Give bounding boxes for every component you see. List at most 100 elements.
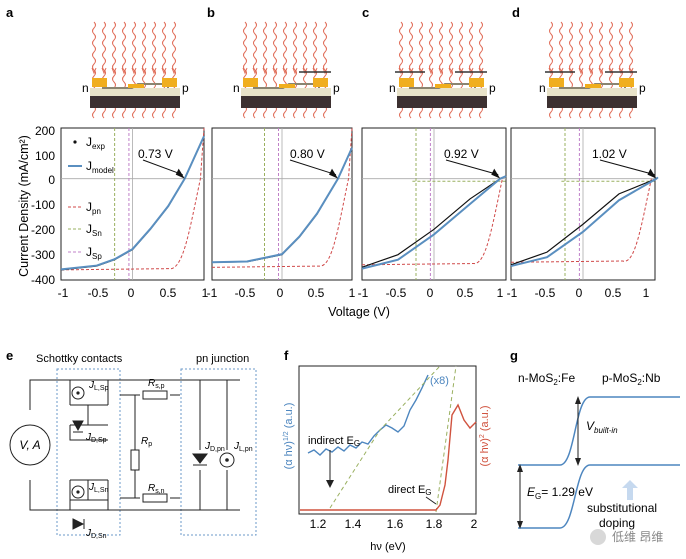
legend-marker-exp [73,140,77,144]
circuit-label: Rs,p [148,378,165,390]
contact-pad [243,78,258,87]
contact-pad [549,78,564,87]
valence-band [518,396,680,466]
xtick: 0 [277,286,284,300]
x8-label: (x8) [430,375,449,387]
schottky-label: Schottky contacts [36,353,123,365]
ytick: -300 [31,248,55,262]
voc-annotation-d: 1.02 V [592,147,627,161]
circuit-label: JD,pn [204,441,225,453]
jmodel-curve [211,147,353,264]
voc-arrow [289,159,337,176]
voc-arrow [142,159,183,176]
doping-arrow-icon [622,480,638,500]
abs-xtick: 1.6 [387,517,404,531]
ytick: -400 [31,273,55,287]
circuit-label: Rs,n [148,483,165,495]
n-label: n [539,81,546,95]
substrate [241,96,331,108]
source-circle [9,424,51,466]
jv-panel-c [361,127,507,281]
voc-annotation-a: 0.73 V [138,147,173,161]
contact-pad [619,78,634,87]
watermark: 低维 昂维 [612,530,663,544]
xtick: -0.5 [535,286,556,300]
jv-legend: Jexp Jmodel Jpn JSn JSp [68,135,114,261]
substrate [547,96,637,108]
abs-xtick: 1.4 [345,517,362,531]
ytick: 100 [35,149,55,163]
panel-label-c: c [362,5,369,20]
jv-panels [60,127,659,281]
oxide-layer [397,88,487,96]
jpn-curve [211,127,353,268]
voc-arrow [599,159,655,176]
panel-label-e: e [6,348,13,363]
absorption-plot: (x8) indirect EG direct EG 1.2 1.4 1.6 1… [283,365,491,553]
p-type-label: p-MoS2:Nb [602,371,661,387]
indirect-fit-line [329,365,441,509]
circuit-label: JL,pn [233,441,253,453]
p-label: p [333,81,340,95]
contact-pad [313,78,328,87]
direct-eg-label: direct EG [388,484,432,497]
xtick: 0.5 [457,286,474,300]
abs-xtick: 1.8 [426,517,443,531]
contact-pad [469,78,484,87]
diode-icon [72,518,85,530]
contact-pad [399,78,414,87]
jmodel-curve [361,175,507,270]
absorption-indirect-curve [307,374,429,456]
source-label: V, A [19,438,40,452]
xtick: 1 [497,286,504,300]
xtick: 1 [202,286,209,300]
xtick: 0 [576,286,583,300]
abs-xtick: 1.2 [310,517,327,531]
band-diagram: n-MoS2:Fe p-MoS2:Nb Vbuilt-in EG= 1.29 e… [517,371,680,545]
panel-label-g: g [510,348,518,363]
panel-label-f: f [284,348,289,363]
ytick: 200 [35,124,55,138]
resistor-icon [130,449,140,471]
doping-label-2: doping [599,516,635,530]
legend-label-sp: JSp [86,245,102,261]
xtick: 0.5 [308,286,325,300]
conduction-band [518,464,680,529]
substrate [90,96,180,108]
abs-xtick: 2 [471,517,478,531]
jv-x-ticks: -1 -0.5 0 0.5 1 -1 -0.5 0 0.5 1 -1 -0.5 … [58,286,650,300]
absorption-direct-curve [300,403,477,511]
xtick: 1 [643,286,650,300]
ytick: -100 [31,198,55,212]
resistor-icon [142,493,168,503]
jpn-curve [60,127,205,271]
voc-annotation-c: 0.92 V [444,147,479,161]
indirect-eg-label: indirect EG [308,435,360,448]
n-label: n [82,81,89,95]
vbi-label: Vbuilt-in [586,419,618,435]
diode-icon [72,420,84,433]
p-label: p [639,81,646,95]
legend-label-pn: Jpn [86,200,101,216]
circuit-diagram: Schottky contacts pn junction V, A JL,Sp… [9,353,257,540]
jv-y-axis-label: Current Density (mA/cm²) [17,135,31,277]
voc-annotation-b: 0.80 V [290,147,325,161]
xtick: 1 [349,286,356,300]
absorption-frame [298,365,477,515]
contact-pad [92,78,107,87]
circuit-label: JD,Sp [85,432,107,444]
xtick: -0.5 [386,286,407,300]
circuit-label: JD,Sn [85,528,107,540]
p-label: p [182,81,189,95]
oxide-layer [547,88,637,96]
xtick: -0.5 [88,286,109,300]
p-label: p [489,81,496,95]
jmodel-curve [60,135,205,271]
xtick: 0.5 [605,286,622,300]
jv-x-axis-label: Voltage (V) [328,305,390,319]
circuit-label: JL,Sp [88,380,109,392]
